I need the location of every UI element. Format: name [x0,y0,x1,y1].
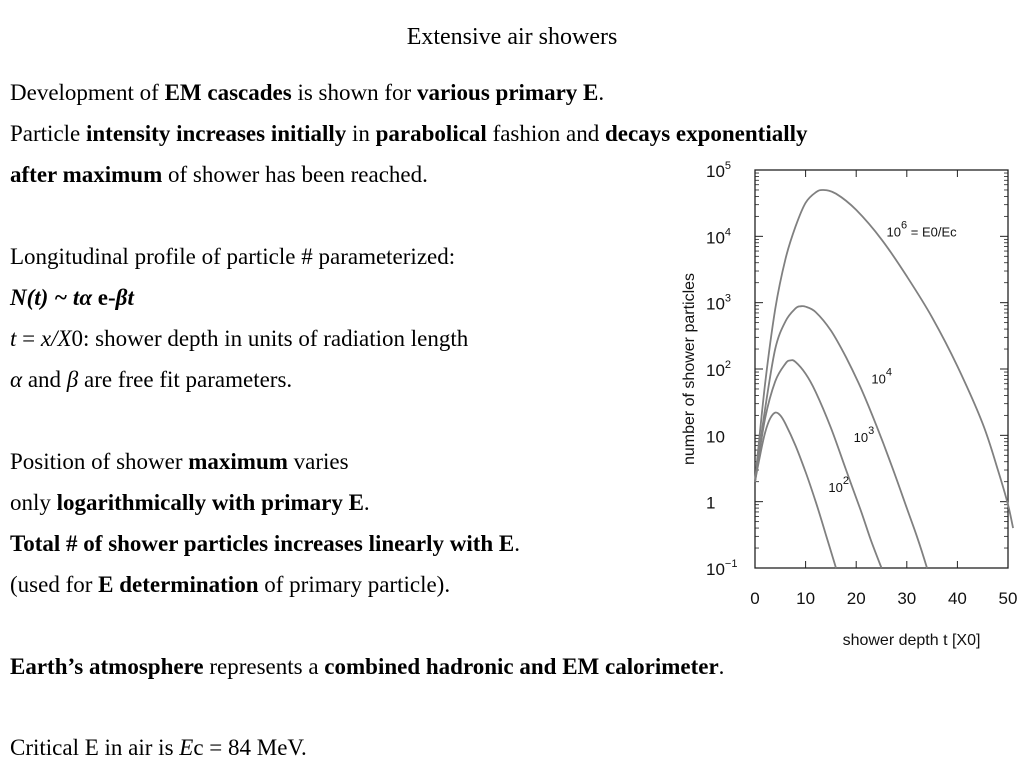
y-tick-label: 103 [706,293,731,314]
y-tick-label: 10 [706,427,725,446]
y-tick-label: 105 [706,160,731,181]
x-tick-label: 0 [750,589,759,608]
chart-axes [754,169,1009,569]
x-tick-label: 50 [999,589,1018,608]
x-axis-title: shower depth t [X0] [843,632,981,649]
plot-frame [754,169,1009,569]
maximum-line-2: only logarithmically with primary E. [10,490,370,515]
y-tick-label: 104 [706,226,731,247]
curve-label: 103 [854,425,875,445]
intro-line-3: after maximum of shower has been reached… [10,162,428,187]
fit-parameters: α and β are free fit parameters. [10,367,293,392]
maximum-line-4: (used for E determination of primary par… [10,572,451,597]
maximum-line-3: Total # of shower particles increases li… [10,531,521,556]
chart-labels: 0 10 20 30 40 50 10−1 1 10 102 103 104 105 102 103 104 1… [681,160,1017,649]
curve-label: 102 [828,475,849,495]
x-tick-label: 10 [796,589,815,608]
critical-energy-line: Critical E in air is Ec = 84 MeV. [10,735,307,760]
maximum-line-1: Position of shower maximum varies [10,449,349,474]
y-tick-label: 10−1 [706,558,737,579]
profile-formula: N(t) ~ tα e-βt [10,285,134,310]
x-tick-label: 40 [948,589,967,608]
shower-curve [754,189,1014,529]
chart-ticks [754,169,1009,569]
depth-definition: t = x/X0: shower depth in units of radia… [10,326,469,351]
curve-label: 104 [871,367,892,387]
shower-profile-chart: 0 10 20 30 40 50 10−1 1 10 102 103 104 105 102 103 104 1… [681,160,1017,649]
intro-line-1: Development of EM cascades is shown for … [10,80,605,105]
y-tick-label: 102 [706,359,731,380]
shower-curve [754,359,883,569]
y-axis-title: number of shower particles [681,273,698,465]
y-tick-label: 1 [706,494,715,513]
x-tick-label: 30 [897,589,916,608]
atmosphere-line: Earth’s atmosphere represents a combined… [10,654,725,679]
shower-curve [754,305,928,569]
intro-line-2: Particle intensity increases initially i… [10,121,808,146]
chart-curves [754,189,1014,569]
curve-label: 106 = E0/Ec [887,219,958,239]
shower-curve [754,411,837,569]
slide-title: Extensive air showers [406,24,618,50]
x-tick-label: 20 [847,589,866,608]
profile-heading: Longitudinal profile of particle # param… [10,244,456,269]
